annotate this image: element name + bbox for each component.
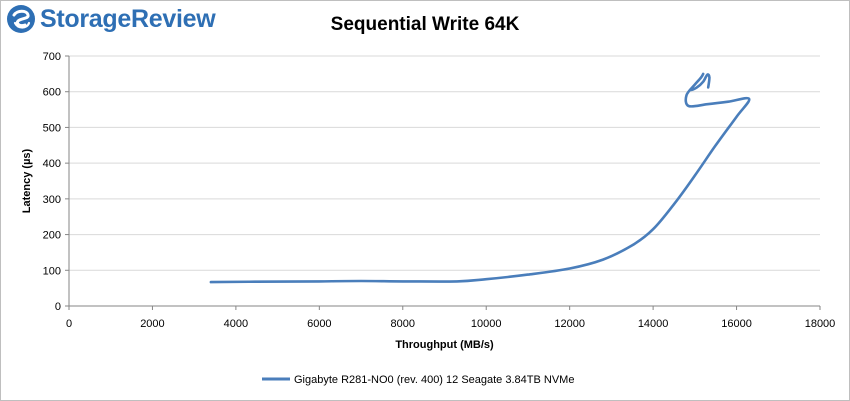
gridlines: [69, 55, 820, 271]
y-tick-label: 200: [43, 230, 61, 242]
y-tick-label: 500: [43, 122, 61, 134]
x-tick-label: 2000: [140, 318, 164, 330]
chart-title: Sequential Write 64K: [330, 14, 520, 35]
logo-text: StorageReview: [40, 4, 216, 33]
y-tick-label: 0: [55, 301, 61, 313]
x-tick-label: 16000: [721, 318, 752, 330]
series-line: [209, 72, 751, 284]
x-tick-label: 18000: [805, 318, 836, 330]
storagereview-logo: StorageReview: [6, 4, 216, 34]
x-tick-label: 6000: [307, 318, 331, 330]
y-tick-label: 300: [43, 194, 61, 206]
y-axis-title: Latency (µs): [21, 148, 33, 213]
legend-label: Gigabyte R281-NO0 (rev. 400) 12 Seagate …: [294, 374, 574, 386]
legend: Gigabyte R281-NO0 (rev. 400) 12 Seagate …: [262, 374, 574, 386]
y-tick-label: 100: [43, 265, 61, 277]
x-tick-label: 10000: [471, 318, 502, 330]
series-lines: [209, 72, 751, 284]
x-tick-label: 8000: [391, 318, 415, 330]
y-tick-label: 600: [43, 87, 61, 99]
storagereview-swirl-icon: [7, 5, 35, 33]
y-tick-label: 700: [43, 51, 61, 63]
x-axis-title: Throughput (MB/s): [395, 339, 494, 351]
x-tick-label: 0: [66, 318, 72, 330]
x-tick-label: 12000: [554, 318, 585, 330]
tick-labels: 0 100 200 300 400 500 600 700 0 2000 4000 6000 8000 1…: [43, 51, 836, 330]
y-tick-label: 400: [43, 158, 61, 170]
axes: [65, 55, 821, 310]
x-tick-label: 14000: [638, 318, 669, 330]
x-tick-label: 4000: [224, 318, 248, 330]
